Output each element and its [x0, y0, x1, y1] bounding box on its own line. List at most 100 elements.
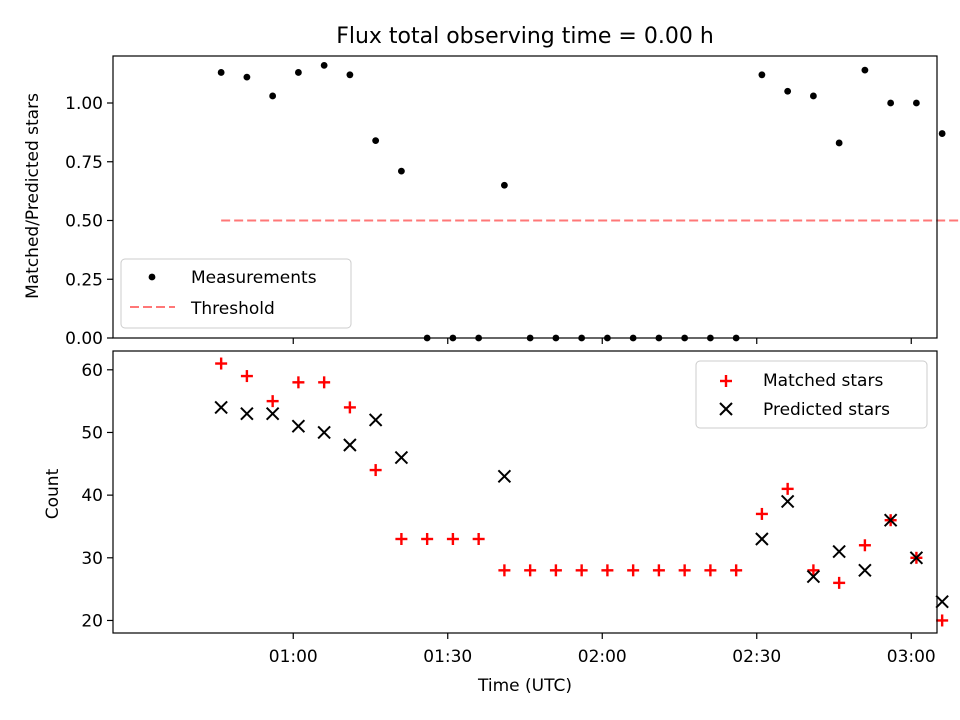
top-panel: Flux total observing time = 0.00 h Match… — [23, 24, 960, 349]
bottom-y-tick-label: 30 — [81, 549, 103, 569]
matched-star-marker — [549, 564, 562, 577]
predicted-star-marker — [497, 469, 512, 484]
matched-star-marker — [936, 614, 949, 627]
predicted-star-marker — [832, 544, 846, 559]
top-axis-ticks: 0.00 0.25 0.50 0.75 1.00 — [65, 94, 912, 349]
legend-measurements-label: Measurements — [191, 268, 317, 288]
top-y-tick-label: 0.25 — [65, 270, 103, 290]
matched-star-marker — [421, 533, 434, 545]
x-tick-label: 01:30 — [423, 647, 472, 667]
predicted-star-marker — [240, 406, 254, 421]
predicted-star-marker — [368, 413, 383, 427]
matched-star-marker — [395, 533, 408, 545]
top-y-axis-label: Matched/Predicted stars — [23, 93, 43, 299]
predicted-star-marker — [291, 419, 306, 433]
predicted-star-marker — [935, 594, 949, 609]
measurement-point — [758, 71, 766, 79]
chart-title: Flux total observing time = 0.00 h — [336, 24, 714, 49]
top-y-tick-label: 1.00 — [65, 94, 103, 114]
measurement-point — [346, 71, 354, 79]
matched-star-marker — [498, 564, 511, 577]
predicted-star-marker — [343, 438, 357, 452]
top-legend: Measurements Threshold — [120, 258, 352, 329]
bottom-panel: Count Time (UTC) 20 30 40 50 60 01:00 01:30 02:… — [43, 350, 949, 696]
measurement-point — [501, 181, 508, 189]
matched-star-marker — [318, 376, 331, 389]
matched-star-marker — [833, 576, 846, 589]
predicted-star-marker — [755, 532, 769, 546]
measurement-point — [398, 167, 405, 175]
measurement-point — [269, 92, 277, 100]
top-legend-box — [120, 258, 352, 329]
matched-star-marker — [292, 376, 305, 389]
top-y-tick-label: 0.75 — [65, 153, 103, 173]
matched-star-marker — [652, 564, 665, 577]
x-tick-label: 02:00 — [578, 647, 627, 667]
matched-star-marker — [858, 539, 871, 552]
x-tick-label: 02:30 — [732, 647, 781, 667]
x-tick-label: 01:00 — [269, 647, 318, 667]
top-y-tick-label: 0.50 — [65, 212, 103, 232]
bottom-y-tick-label: 60 — [81, 361, 103, 381]
legend-measurements-marker — [148, 273, 156, 281]
matched-star-marker — [446, 533, 459, 545]
bottom-y-tick-label: 20 — [81, 611, 103, 631]
matched-star-marker — [627, 564, 640, 577]
bottom-axis-ticks: 20 30 40 50 60 01:00 01:30 02:00 02:30 03:00 — [81, 361, 935, 667]
predicted-star-marker — [909, 551, 924, 565]
x-tick-label: 03:00 — [887, 647, 936, 667]
predicted-star-marker — [806, 569, 821, 584]
matched-star-marker — [369, 464, 382, 477]
predicted-star-marker — [858, 563, 872, 578]
measurement-point — [913, 99, 920, 107]
bottom-legend: Matched stars Predicted stars — [695, 360, 928, 429]
matched-star-marker — [266, 395, 279, 408]
measurement-point — [320, 62, 328, 69]
matched-star-marker — [704, 564, 717, 577]
measurement-point — [861, 66, 869, 74]
matched-star-marker — [755, 507, 768, 520]
matched-star-marker — [781, 482, 794, 495]
predicted-star-marker — [265, 406, 280, 421]
measurement-point — [372, 137, 380, 145]
measurement-point — [938, 130, 946, 137]
matched-star-marker — [240, 370, 253, 383]
matched-star-marker — [730, 564, 743, 577]
predicted-star-marker — [883, 513, 898, 527]
bottom-y-tick-label: 50 — [81, 423, 103, 443]
matched-star-marker — [807, 564, 820, 577]
measurement-point — [295, 69, 302, 76]
legend-predicted-marker — [719, 402, 733, 416]
measurement-point — [784, 87, 792, 95]
measurement-point — [887, 99, 895, 107]
measurement-point — [810, 92, 817, 100]
legend-matched-marker — [720, 375, 732, 387]
top-y-tick-label: 0.00 — [65, 329, 103, 349]
matched-star-marker — [215, 357, 228, 370]
legend-threshold-label: Threshold — [190, 299, 275, 319]
measurement-point — [835, 139, 843, 147]
matched-star-marker — [524, 564, 537, 577]
matched-star-marker — [343, 401, 356, 414]
bottom-axes-frame — [112, 350, 938, 634]
measurement-point — [243, 73, 251, 81]
predicted-stars-points — [214, 400, 949, 609]
predicted-star-marker — [394, 450, 409, 465]
matched-star-marker — [575, 564, 588, 577]
predicted-star-marker — [214, 400, 228, 415]
matched-star-marker — [601, 564, 614, 577]
bottom-y-tick-label: 40 — [81, 486, 103, 506]
predicted-star-marker — [317, 425, 331, 440]
bottom-legend-box — [695, 360, 928, 429]
measurement-point — [217, 69, 225, 76]
legend-matched-label: Matched stars — [763, 371, 883, 391]
bottom-y-axis-label: Count — [43, 468, 63, 519]
matched-star-marker — [678, 564, 691, 577]
top-axes-frame — [112, 55, 938, 339]
x-axis-label: Time (UTC) — [477, 676, 572, 696]
matched-star-marker — [472, 533, 485, 545]
legend-predicted-label: Predicted stars — [763, 400, 890, 420]
matched-stars-points — [215, 357, 949, 627]
predicted-star-marker — [780, 494, 795, 509]
